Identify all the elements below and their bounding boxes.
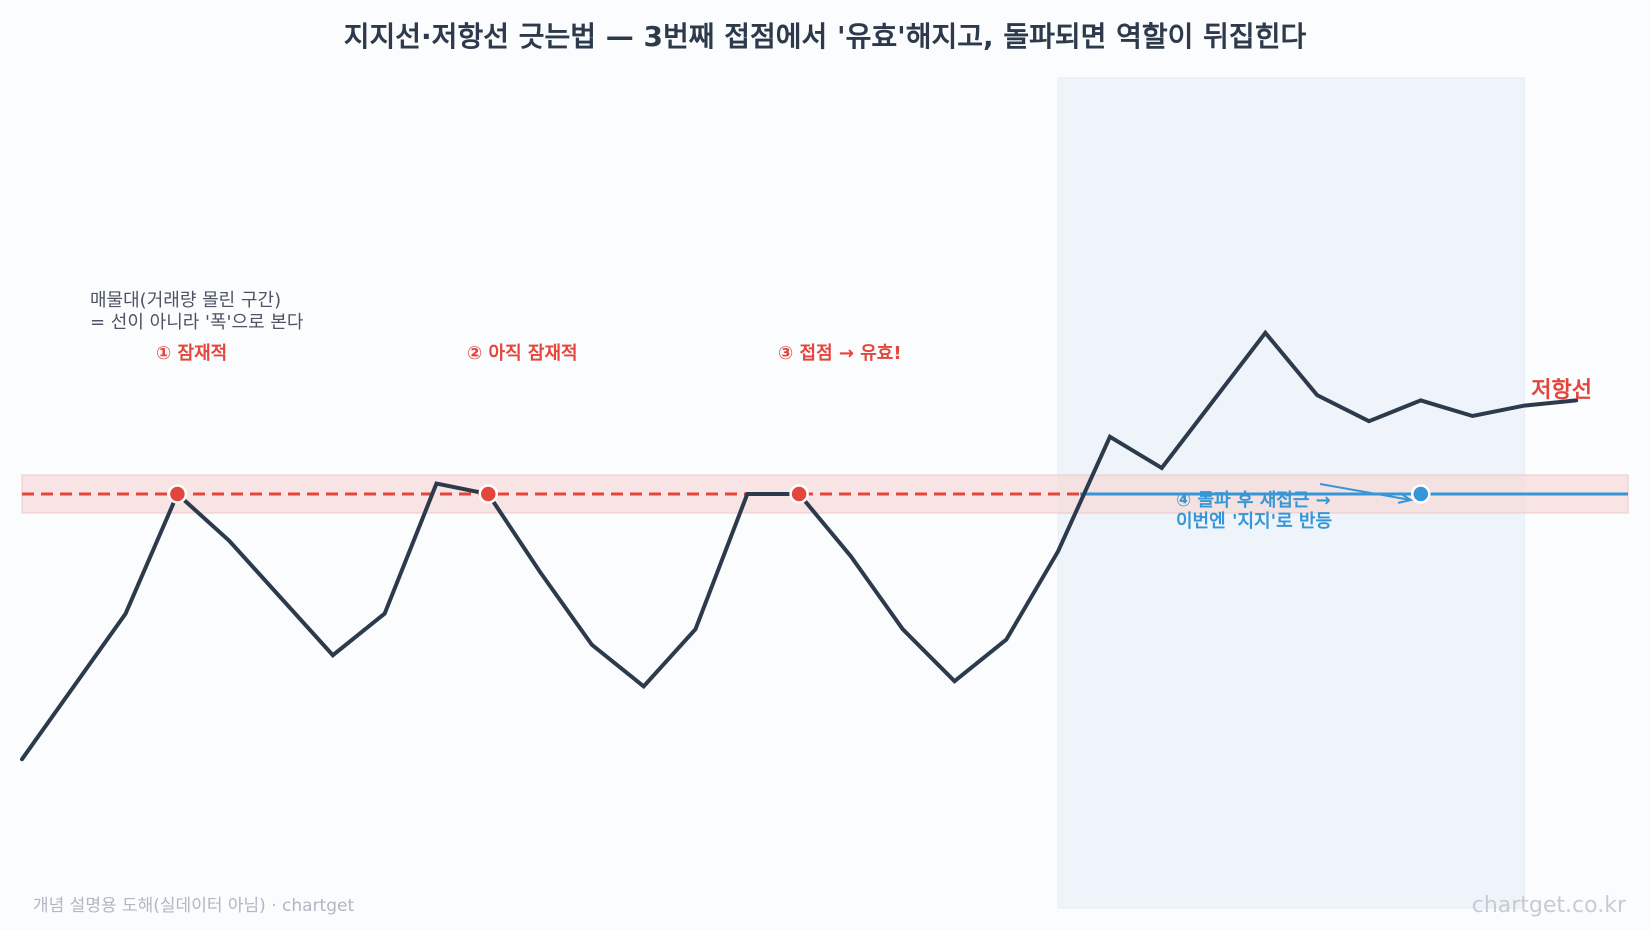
touch-label-3: ③ 접점 → 유효! — [778, 343, 902, 364]
footnote: 개념 설명용 도해(실데이터 아님) · chartget — [33, 896, 354, 916]
chart-title: 지지선·저항선 긋는법 — 3번째 접점에서 '유효'해지고, 돌파되면 역할이… — [344, 20, 1307, 53]
supply-zone-note-line2: = 선이 아니라 '폭'으로 본다 — [90, 312, 304, 333]
touch-point-1 — [167, 484, 188, 504]
price-series — [20, 329, 1579, 762]
series-line-0 — [20, 329, 1579, 762]
resistance-label: 저항선 — [1531, 378, 1592, 403]
touch-label-4-line2: 이번엔 '지지'로 반등 — [1176, 511, 1332, 532]
touch-points — [167, 484, 1431, 504]
touch-label-2: ② 아직 잠재적 — [467, 343, 578, 364]
touch-point-3 — [789, 484, 809, 504]
touch-label-1: ① 잠재적 — [156, 343, 227, 364]
supply-zone-note-line1: 매물대(거래량 몰린 구간) — [90, 290, 281, 311]
touch-point-2 — [478, 484, 499, 504]
watermark: chartget.co.kr — [1472, 893, 1627, 918]
support-arrow — [1319, 483, 1411, 501]
support-arrow-head — [1397, 492, 1414, 504]
touch-label-4-line1: ④ 돌파 후 재접근 → — [1176, 490, 1331, 511]
touch-point-4 — [1411, 484, 1431, 504]
